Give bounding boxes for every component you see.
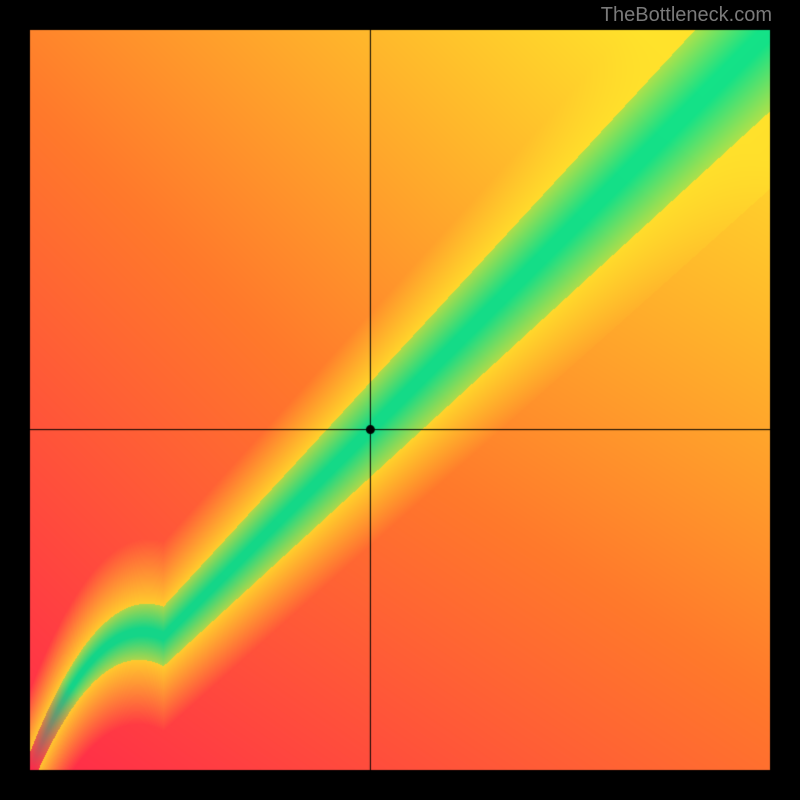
chart-container: TheBottleneck.com	[0, 0, 800, 800]
bottleneck-heatmap	[0, 0, 800, 800]
watermark-text: TheBottleneck.com	[601, 4, 772, 27]
